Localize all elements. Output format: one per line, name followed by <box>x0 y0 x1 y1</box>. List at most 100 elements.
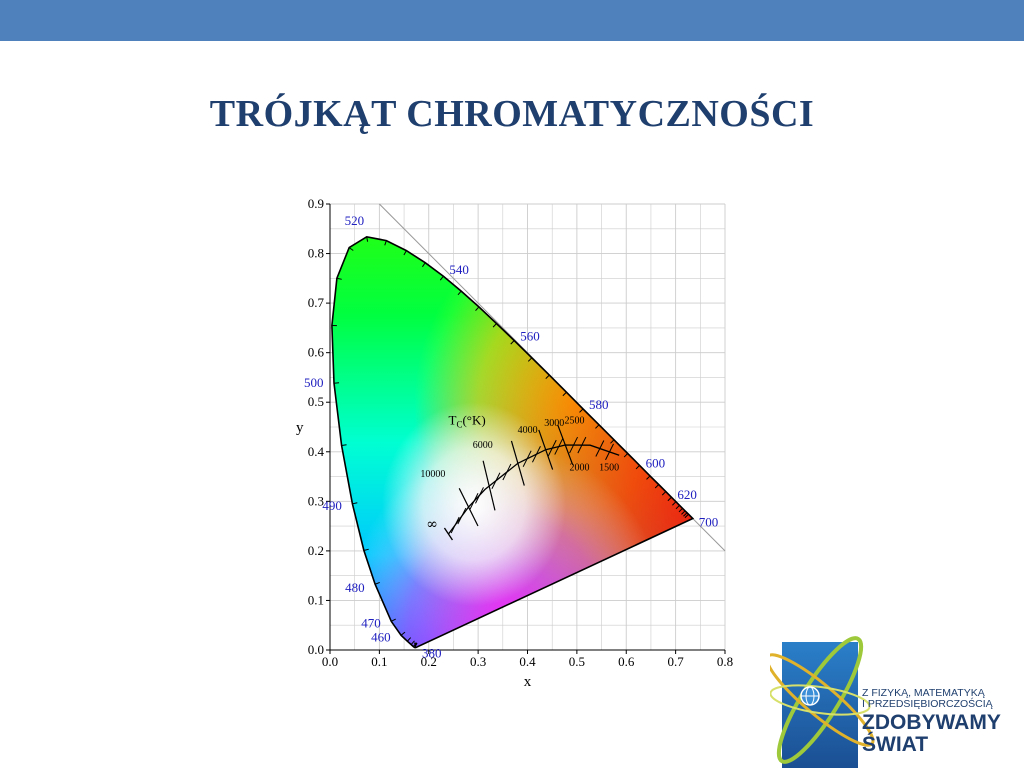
planckian-tick <box>502 463 512 481</box>
x-tick-label: 0.0 <box>322 654 338 669</box>
locus-tick <box>363 548 369 552</box>
zdobywamy-swiat-logo <box>770 636 875 768</box>
infinity-label: ∞ <box>426 517 438 533</box>
locus-tick <box>400 631 406 636</box>
locus-tick <box>421 262 426 268</box>
cie-chromaticity-chart: 0.0 0.1 0.2 0.3 0.4 0.5 0.6 0.7 0.8 0.0 0.1 0.2 0.3 0… <box>296 196 733 690</box>
x-tick-label: 0.3 <box>470 654 486 669</box>
locus-tick <box>336 277 342 280</box>
locus-tick <box>414 642 418 648</box>
wavelength-label: 620 <box>677 487 697 502</box>
top-bar <box>0 0 1024 41</box>
wavelength-label: 460 <box>371 629 391 644</box>
y-tick-label: 0.4 <box>308 444 325 459</box>
isotherm-label: 3000 <box>544 418 564 429</box>
y-tick-label: 0.6 <box>308 345 325 360</box>
planckian-tick <box>522 450 532 467</box>
locus-tick <box>374 581 380 585</box>
x-tick-label: 0.1 <box>371 654 387 669</box>
y-tick-label: 0.8 <box>308 246 324 261</box>
x-tick-label: 0.5 <box>569 654 585 669</box>
planckian-tick <box>547 439 557 457</box>
locus-tick <box>681 510 686 515</box>
planckian-tick <box>475 487 484 504</box>
isotherm-label: 6000 <box>473 440 493 451</box>
planckian-locus <box>443 424 620 541</box>
isotherm-label: 2000 <box>569 463 589 474</box>
locus-tick <box>675 504 680 510</box>
wavelength-label: 470 <box>361 615 381 630</box>
locus-tick <box>678 507 683 513</box>
locus-tick <box>366 236 369 242</box>
x-tick-label: 0.6 <box>618 654 635 669</box>
logo-tagline-2: I PRZEDSIĘBIORCZOŚCIĄ <box>862 698 993 710</box>
locus-tick <box>527 357 533 362</box>
locus-tick <box>610 439 615 444</box>
planckian-tick <box>457 507 467 525</box>
slide-title: TRÓJKĄT CHROMATYCZNOŚCI <box>209 93 815 135</box>
logo-name-1: ZDOBYWAMY <box>862 711 1001 734</box>
locus-tick <box>579 408 584 413</box>
locus-tick <box>672 501 677 506</box>
locus-tick <box>562 391 567 397</box>
planckian-tick <box>605 443 614 461</box>
isotherm-label: 4000 <box>518 425 538 436</box>
locus-tick <box>410 640 415 645</box>
isotherm-label: 2500 <box>565 416 585 427</box>
logo-orbit-3 <box>770 684 871 716</box>
isotherm-label: 1500 <box>599 463 619 474</box>
locus-tick <box>667 496 672 502</box>
planckian-tick <box>554 438 564 455</box>
isotherm-line <box>458 488 479 527</box>
logo-name-2: ŚWIAT <box>862 733 929 756</box>
locus-tick <box>439 275 444 281</box>
planckian-tick <box>569 436 579 454</box>
y-axis-label: y <box>296 420 304 436</box>
y-tick-label: 0.5 <box>308 394 324 409</box>
planckian-tick <box>577 436 587 454</box>
gamut-fill <box>331 236 693 648</box>
locus-tick <box>406 637 412 642</box>
locus-tick <box>635 465 640 470</box>
locus-tick <box>492 323 497 328</box>
isotherm-line <box>538 429 554 470</box>
axes: 0.0 0.1 0.2 0.3 0.4 0.5 0.6 0.7 0.8 0.0 0.1 0.2 0.3 0… <box>296 196 733 690</box>
locus-tick <box>457 290 462 296</box>
logo-tagline-1: Z FIZYKĄ, MATEMATYKĄ <box>862 687 985 699</box>
y-tick-label: 0.1 <box>308 592 324 607</box>
locus-tick <box>475 306 480 311</box>
locus-tick <box>403 250 407 256</box>
isotherm-line <box>482 460 496 511</box>
locus-tick <box>413 642 417 647</box>
wavelength-label: 490 <box>322 498 342 513</box>
planckian-locus-curve <box>447 444 620 535</box>
planckian-tick <box>450 516 460 534</box>
locus-tick <box>341 444 347 446</box>
locus-tick <box>391 618 396 622</box>
wavelength-label: 380 <box>422 646 442 661</box>
x-tick-label: 0.8 <box>717 654 733 669</box>
locus-tick <box>595 424 600 429</box>
wavelength-label: 580 <box>589 397 609 412</box>
locus-tick <box>623 453 629 458</box>
planckian-tick <box>491 472 501 490</box>
wavelength-label: 480 <box>345 580 365 595</box>
y-tick-label: 0.7 <box>308 295 325 310</box>
planckian-tick <box>469 493 479 510</box>
locus-tick <box>661 491 667 496</box>
x-axis-label: x <box>524 674 532 690</box>
spectral-locus <box>331 235 695 649</box>
wavelength-label: 500 <box>304 375 324 390</box>
y-tick-label: 0.0 <box>308 642 324 657</box>
wavelength-label: 560 <box>520 329 540 344</box>
locus-tick <box>352 502 358 505</box>
locus-tick <box>684 513 689 519</box>
y-tick-label: 0.3 <box>308 493 324 508</box>
isotherm-label: 10000 <box>420 469 445 480</box>
x-tick-label: 0.2 <box>421 654 437 669</box>
y-tick-label: 0.9 <box>308 196 324 211</box>
locus-tick <box>545 374 550 380</box>
wavelength-label: 520 <box>345 213 365 228</box>
locus-tick <box>646 475 651 480</box>
